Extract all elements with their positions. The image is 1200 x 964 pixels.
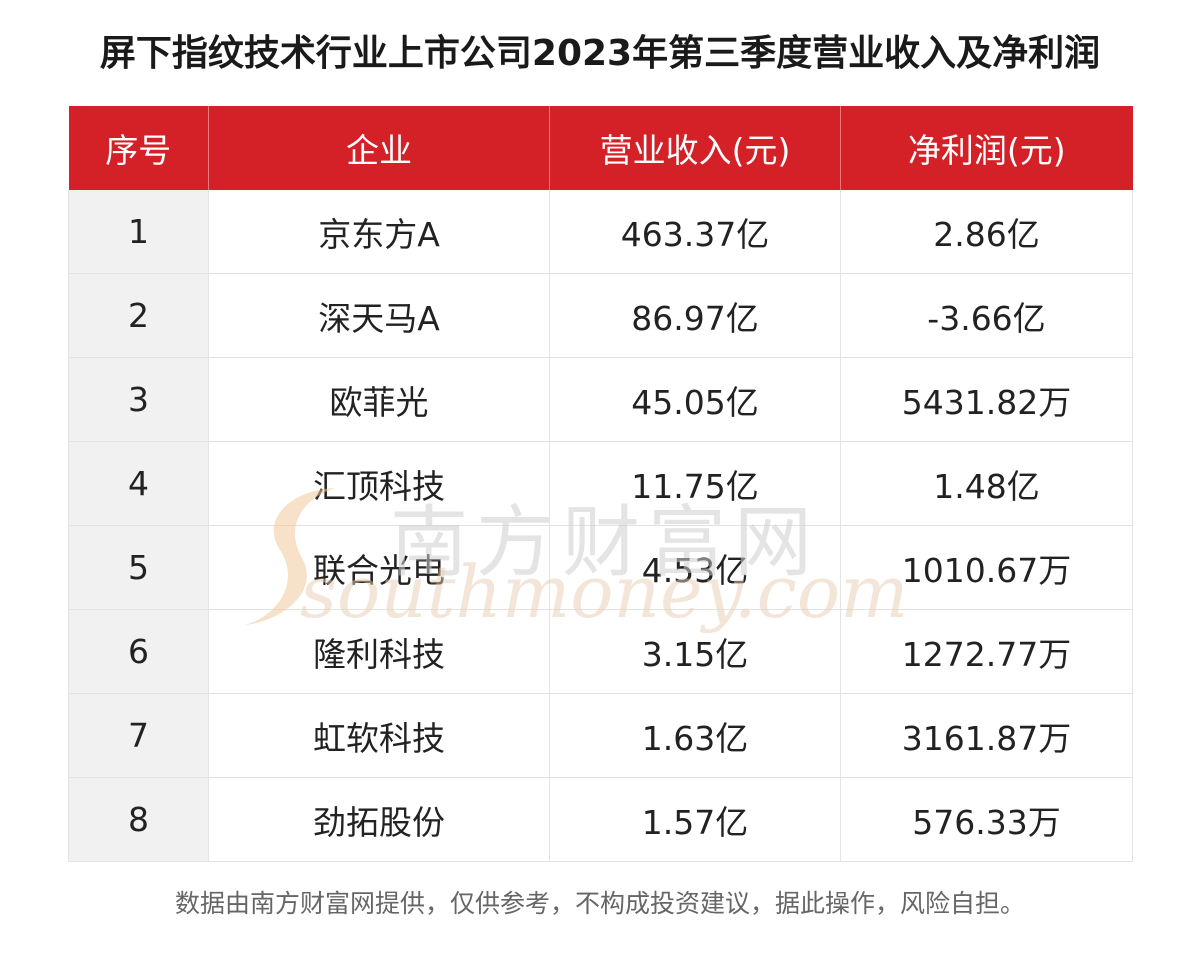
footnote: 数据由南方财富网提供，仅供参考，不构成投资建议，据此操作，风险自担。 — [174, 889, 1025, 918]
cell-index: 1 — [68, 190, 209, 274]
cell-revenue: 4.53亿 — [549, 525, 841, 610]
table-row: 3 欧菲光 45.05亿 5431.82万 — [68, 357, 1133, 442]
table-row: 6 隆利科技 3.15亿 1272.77万 — [68, 609, 1133, 694]
cell-revenue: 1.57亿 — [549, 777, 841, 862]
cell-index: 2 — [68, 273, 209, 358]
cell-company: 欧菲光 — [208, 357, 550, 442]
table-header-row: 序号 企业 营业收入(元) 净利润(元) — [68, 106, 1133, 190]
column-header-net-profit: 净利润(元) — [840, 106, 1133, 190]
cell-revenue: 45.05亿 — [549, 357, 841, 442]
cell-net-profit: 1010.67万 — [840, 525, 1133, 610]
cell-net-profit: 3161.87万 — [840, 693, 1133, 778]
table-row: 2 深天马A 86.97亿 -3.66亿 — [68, 273, 1133, 358]
cell-index: 4 — [68, 441, 209, 526]
cell-revenue: 3.15亿 — [549, 609, 841, 694]
cell-net-profit: 1.48亿 — [840, 441, 1133, 526]
cell-index: 8 — [68, 777, 209, 862]
table-row: 8 劲拓股份 1.57亿 576.33万 — [68, 777, 1133, 862]
table-row: 7 虹软科技 1.63亿 3161.87万 — [68, 693, 1133, 778]
cell-index: 5 — [68, 525, 209, 610]
cell-revenue: 1.63亿 — [549, 693, 841, 778]
cell-company: 劲拓股份 — [208, 777, 550, 862]
cell-net-profit: -3.66亿 — [840, 273, 1133, 358]
cell-net-profit: 1272.77万 — [840, 609, 1133, 694]
cell-company: 隆利科技 — [208, 609, 550, 694]
column-header-index: 序号 — [68, 106, 209, 190]
column-header-revenue: 营业收入(元) — [549, 106, 841, 190]
cell-index: 6 — [68, 609, 209, 694]
cell-index: 3 — [68, 357, 209, 442]
data-table-container: 序号 企业 营业收入(元) 净利润(元) 1 京东方A 463.37亿 2.86… — [68, 106, 1133, 862]
data-table: 序号 企业 营业收入(元) 净利润(元) 1 京东方A 463.37亿 2.86… — [68, 106, 1133, 862]
cell-index: 7 — [68, 693, 209, 778]
table-row: 1 京东方A 463.37亿 2.86亿 — [68, 190, 1133, 274]
page-title: 屏下指纹技术行业上市公司2023年第三季度营业收入及净利润 — [99, 33, 1101, 74]
cell-net-profit: 576.33万 — [840, 777, 1133, 862]
cell-company: 虹软科技 — [208, 693, 550, 778]
cell-revenue: 11.75亿 — [549, 441, 841, 526]
column-header-company: 企业 — [208, 106, 550, 190]
cell-revenue: 86.97亿 — [549, 273, 841, 358]
table-row: 5 联合光电 4.53亿 1010.67万 — [68, 525, 1133, 610]
cell-company: 京东方A — [208, 190, 550, 274]
cell-net-profit: 5431.82万 — [840, 357, 1133, 442]
cell-company: 汇顶科技 — [208, 441, 550, 526]
cell-company: 深天马A — [208, 273, 550, 358]
table-row: 4 汇顶科技 11.75亿 1.48亿 — [68, 441, 1133, 526]
cell-revenue: 463.37亿 — [549, 190, 841, 274]
cell-company: 联合光电 — [208, 525, 550, 610]
cell-net-profit: 2.86亿 — [840, 190, 1133, 274]
